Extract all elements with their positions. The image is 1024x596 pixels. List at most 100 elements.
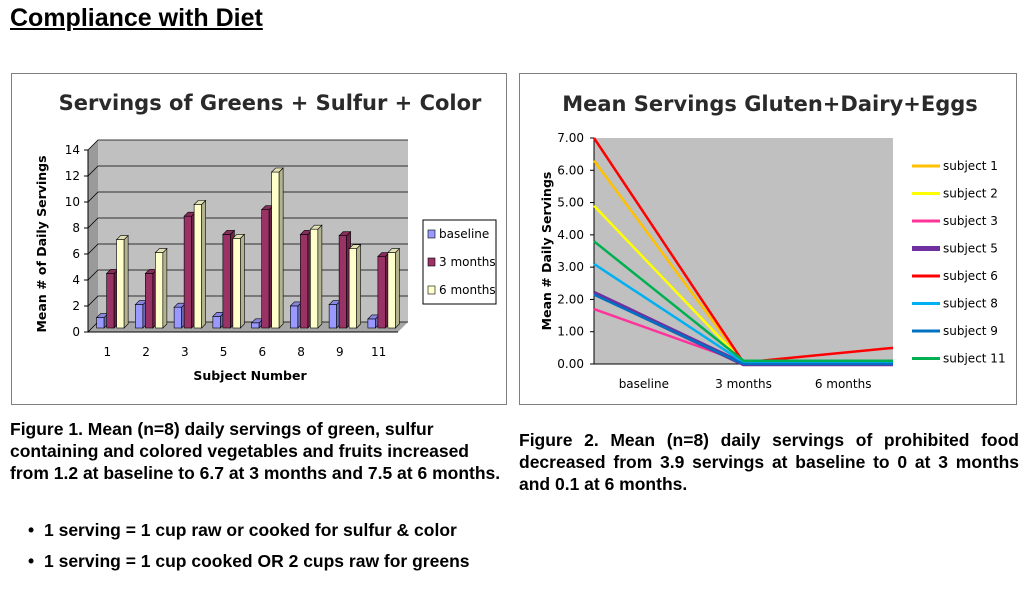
legend-label: subject 1 [943,159,998,173]
bar-top [309,224,323,230]
chart-servings-greens: Servings of Greens + Sulfur + Color 0 2 4 6 8… [11,73,507,405]
bar-face [222,234,231,329]
figure1-caption: Figure 1. Mean (n=8) daily servings of g… [10,419,501,483]
bar-face [96,317,105,329]
bar-face [155,252,164,329]
bar-side [201,199,206,329]
gridline [87,165,408,177]
bar-face [135,304,144,329]
legend-label: baseline [439,227,489,241]
bar-face [183,215,192,329]
y-tick-label: 12 [65,169,80,183]
chart-side-wall [88,140,98,332]
gridline [87,191,408,203]
bullet-text: 1 serving = 1 cup raw or cooked for sulf… [44,520,457,540]
bar-top [270,167,284,173]
bar-side [356,243,361,329]
x-tick-label: baseline [619,377,669,391]
bar-top [154,248,168,253]
y-tick-label: 7.00 [557,131,584,145]
legend-label: subject 11 [943,352,1006,366]
bar-top [193,200,207,205]
bar [270,167,284,329]
legend-label: subject 5 [943,242,998,256]
chart-floor [88,322,408,332]
bar [115,234,129,329]
x-tick-label: 3 [181,345,189,359]
bar-face [300,234,309,329]
bullet-dot: • [28,520,35,540]
bar [348,243,362,329]
bar-face [106,273,115,329]
bullet-dot: • [28,551,35,571]
bullet-item: • 1 serving = 1 cup cooked OR 2 cups raw… [28,550,506,572]
bar-top [387,248,401,253]
bar-face [232,238,241,329]
bar [387,247,401,329]
bar-face [212,316,221,329]
bar [309,224,323,329]
bar-face [290,305,299,329]
bar-top [348,244,362,249]
x-tick-label: 5 [220,345,228,359]
y-tick-label: 4.00 [557,228,584,242]
y-tick-label: 14 [65,143,80,157]
x-tick-label: 6 months [815,377,872,391]
chart-gluten-dairy-eggs: Mean Servings Gluten+Dairy+Eggs 0.00 1.00 2… [519,73,1017,405]
bar-face [251,322,260,329]
x-tick-label: 9 [336,345,344,359]
legend-label: subject 2 [943,187,998,201]
line-chart-svg: Mean Servings Gluten+Dairy+Eggs 0.00 1.00 2… [539,92,1006,391]
bullet-text: 1 serving = 1 cup cooked OR 2 cups raw f… [44,551,470,571]
bar-face [173,306,182,329]
bar [232,233,246,329]
bar-face [377,256,386,329]
x-tick-label: 3 months [715,377,772,391]
bar-face [193,204,202,329]
y-tick-label: 6.00 [557,163,584,177]
legend-swatch [427,285,436,295]
y-axis-title: Mean # Daily Servings [539,172,554,331]
y-tick-label: 3.00 [557,260,584,274]
bar-side [162,247,168,329]
y-tick-label: 10 [65,195,80,209]
chart-title: Servings of Greens + Sulfur + Color [59,91,482,115]
legend-label: subject 3 [943,214,998,228]
bar-chart-svg: Servings of Greens + Sulfur + Color 0 2 4 6 8… [34,91,497,383]
bar-side [123,234,129,329]
bar-side [317,224,323,329]
x-tick-label: 2 [142,345,150,359]
x-tick-label: 11 [371,345,386,359]
bar-side [395,247,400,329]
figure2-caption: Figure 2. Mean (n=8) daily servings of p… [519,430,1019,494]
bullet-item: • 1 serving = 1 cup raw or cooked for su… [28,519,506,541]
y-tick-label: 4 [72,273,80,287]
series-line [593,293,893,366]
series-line [593,262,893,364]
x-axis-title: Subject Number [193,368,307,383]
bar-face [387,252,396,329]
bar-side [240,233,245,329]
bar-top [338,231,352,236]
legend-label: subject 8 [943,297,998,311]
bar-face [261,209,270,329]
bar-face [145,273,154,329]
bar-face [338,235,347,329]
bar-face [367,318,376,329]
bar-top [115,235,129,240]
legend-label: 3 months [439,255,496,269]
y-tick-label: 8 [72,221,80,235]
legend-label: 6 months [439,283,496,297]
legend-label: subject 6 [943,269,998,283]
legend-swatch [427,257,436,267]
y-tick-label: 6 [72,247,80,261]
bar-face [116,239,125,329]
x-tick-label: 6 [259,345,267,359]
chart-title: Mean Servings Gluten+Dairy+Eggs [562,92,978,116]
bar-face [310,228,319,329]
y-tick-label: 2.00 [557,292,584,306]
y-tick-label: 1.00 [557,325,584,339]
series-line [593,240,893,363]
plot-area [98,140,408,322]
y-tick-label: 0.00 [557,357,584,371]
